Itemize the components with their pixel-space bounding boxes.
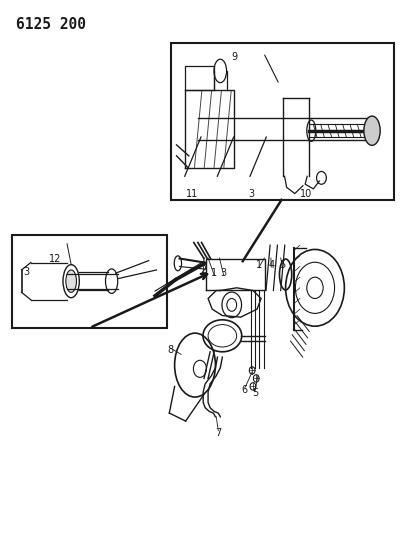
Text: 2: 2 (200, 265, 206, 275)
Text: 5: 5 (279, 260, 286, 270)
Text: 6: 6 (242, 385, 248, 395)
Text: 7: 7 (215, 428, 222, 438)
Text: 3: 3 (248, 189, 254, 199)
Text: 1: 1 (256, 260, 262, 270)
Text: 1: 1 (211, 268, 217, 278)
Text: 11: 11 (186, 189, 198, 199)
Text: 8: 8 (167, 345, 174, 355)
Bar (171, 43, 394, 200)
Text: 4: 4 (268, 260, 275, 270)
Text: 5: 5 (252, 389, 258, 398)
Text: 10: 10 (300, 189, 312, 199)
Text: 3: 3 (23, 267, 30, 277)
Text: 12: 12 (49, 254, 61, 264)
Text: 6125 200: 6125 200 (16, 17, 86, 32)
Text: 3: 3 (220, 268, 227, 278)
Bar (12, 235, 167, 328)
Text: 9: 9 (231, 52, 238, 62)
Ellipse shape (66, 270, 76, 292)
Ellipse shape (364, 116, 380, 146)
